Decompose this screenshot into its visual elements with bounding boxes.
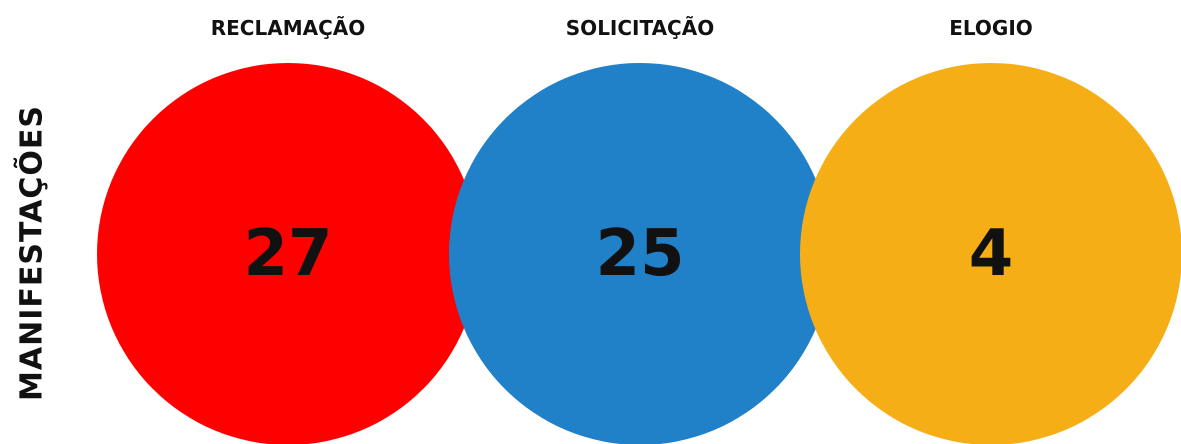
count: 4 [969, 217, 1014, 291]
category-label: SOLICITAÇÃO [566, 16, 714, 40]
category-label: RECLAMAÇÃO [211, 16, 366, 40]
circle [449, 63, 831, 444]
circle [800, 63, 1181, 444]
title: MANIFESTAÇÕES [13, 105, 50, 401]
category-label: ELOGIO [949, 16, 1033, 40]
count: 27 [243, 217, 332, 291]
count: 25 [595, 217, 684, 291]
circle [97, 63, 479, 444]
